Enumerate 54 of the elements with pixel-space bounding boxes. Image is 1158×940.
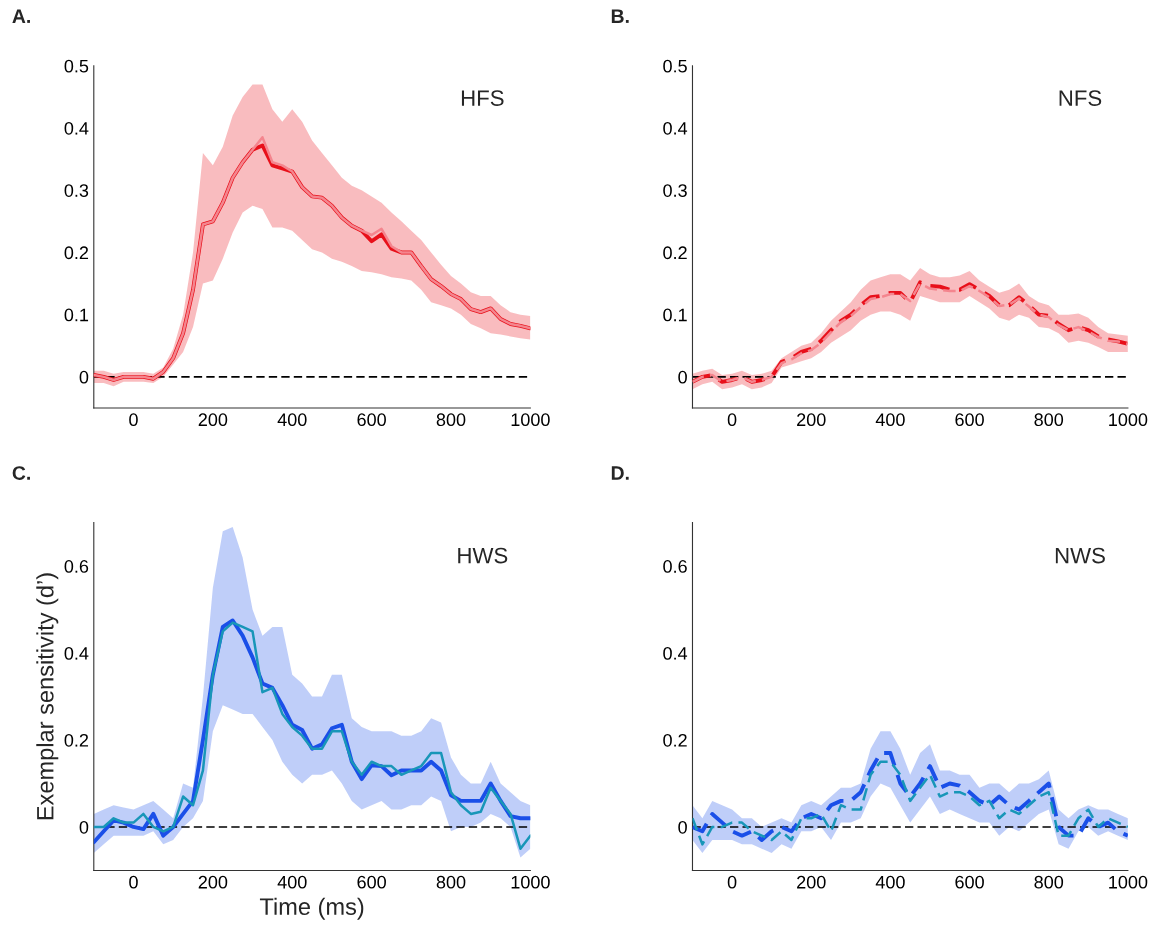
y-tick-label: 0.2	[663, 733, 687, 747]
annotation: HWS	[458, 547, 508, 564]
y-tick-label: 0.6	[64, 560, 89, 573]
y-tick-label: 0.4	[64, 647, 89, 660]
annotation: HFS	[461, 90, 504, 106]
y-tick-label: 0	[79, 370, 89, 384]
x-tick-label: 0	[129, 413, 138, 427]
y-tick-label: 0	[79, 820, 89, 834]
y-tick-label: 0.2	[663, 246, 687, 260]
y-tick-label: 0.1	[64, 308, 89, 322]
x-axis-title: Time (ms)	[259, 897, 364, 920]
y-axis-title: Exemplar sensitivity (d’)	[36, 573, 59, 820]
y-tick-label: 0.3	[663, 184, 687, 197]
chart-title: D.	[611, 466, 629, 480]
x-tick-label: 200	[797, 413, 826, 427]
x-tick-label: 400	[875, 413, 905, 427]
y-tick-label: 0.6	[663, 560, 687, 573]
x-tick-label: 600	[955, 413, 984, 427]
x-tick-label: 0	[727, 413, 737, 427]
x-tick-label: 400	[277, 413, 307, 427]
x-tick-label: 1000	[511, 875, 550, 889]
annotation: NFS	[1059, 90, 1102, 106]
x-tick-label: 800	[436, 413, 466, 427]
y-tick-label: 0.5	[64, 59, 89, 73]
x-tick-label: 0	[727, 875, 737, 889]
y-tick-label: 0.4	[64, 121, 89, 135]
x-tick-label: 200	[198, 875, 228, 889]
x-tick-label: 800	[436, 875, 466, 889]
y-tick-label: 0.3	[64, 184, 89, 197]
x-tick-label: 200	[797, 875, 826, 889]
chart-title: C.	[12, 466, 30, 480]
x-tick-label: 0	[129, 875, 138, 889]
x-tick-label: 600	[357, 413, 386, 427]
x-tick-label: 1000	[511, 413, 550, 427]
y-tick-label: 0.1	[663, 308, 687, 322]
y-tick-label: 0.2	[64, 733, 89, 747]
y-tick-label: 0.4	[663, 647, 688, 660]
y-tick-label: 0.2	[64, 246, 89, 260]
x-tick-label: 600	[357, 875, 386, 889]
y-tick-label: 0.5	[663, 59, 687, 73]
x-tick-label: 1000	[1109, 413, 1148, 427]
x-tick-label: 800	[1034, 875, 1064, 889]
x-tick-label: 600	[955, 875, 984, 889]
y-tick-label: 0	[678, 820, 687, 834]
chart-title: B.	[611, 9, 629, 23]
y-tick-label: 0	[678, 370, 687, 384]
x-tick-label: 1000	[1109, 875, 1148, 889]
x-tick-label: 200	[198, 413, 228, 427]
chart-title: A.	[12, 9, 30, 23]
x-tick-label: 800	[1034, 413, 1064, 427]
x-tick-label: 400	[277, 875, 307, 889]
annotation: NWS	[1055, 547, 1105, 564]
y-tick-label: 0.4	[663, 121, 688, 135]
x-tick-label: 400	[875, 875, 905, 889]
